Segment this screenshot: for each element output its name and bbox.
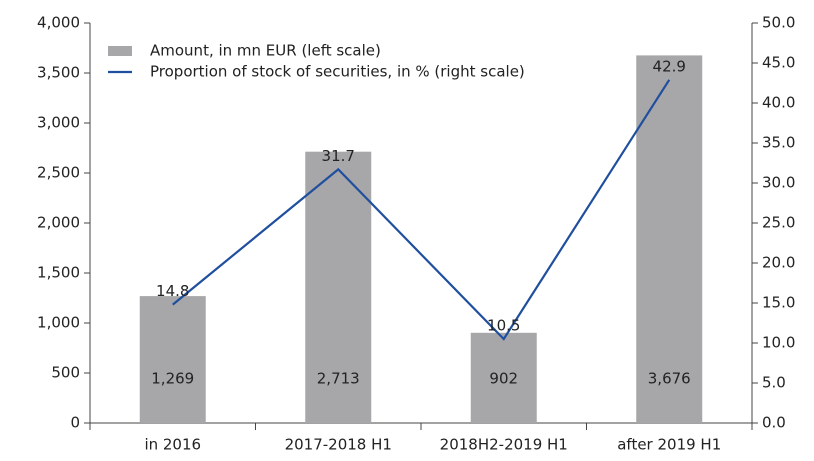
y2-tick-label: 30.0 bbox=[762, 174, 795, 192]
y-tick-label: 2,500 bbox=[37, 164, 80, 182]
bar-value-label: 1,269 bbox=[151, 370, 194, 388]
y2-tick-label: 5.0 bbox=[762, 374, 786, 392]
y-tick-label: 0 bbox=[70, 414, 80, 432]
y-tick-label: 3,000 bbox=[37, 114, 80, 132]
y2-tick-label: 20.0 bbox=[762, 254, 795, 272]
y2-tick-label: 50.0 bbox=[762, 14, 795, 32]
bar bbox=[470, 332, 537, 423]
bar-value-label: 902 bbox=[489, 370, 518, 388]
x-tick-label: 2018H2-2019 H1 bbox=[440, 436, 568, 454]
y2-tick-label: 45.0 bbox=[762, 54, 795, 72]
y2-tick-label: 10.0 bbox=[762, 334, 795, 352]
line bbox=[172, 79, 671, 341]
y-tick-label: 1,000 bbox=[37, 314, 80, 332]
x-tick-label: 2017-2018 H1 bbox=[285, 436, 392, 454]
y-tick-label: 4,000 bbox=[37, 14, 80, 32]
bar-value-label: 2,713 bbox=[317, 370, 360, 388]
x-tick-label: in 2016 bbox=[144, 436, 201, 454]
y-tick-label: 1,500 bbox=[37, 264, 80, 282]
line-value-label: 10.5 bbox=[487, 317, 520, 335]
line-value-label: 14.8 bbox=[156, 282, 189, 300]
line-value-label: 31.7 bbox=[322, 147, 355, 165]
legend-label: Amount, in mn EUR (left scale) bbox=[150, 42, 381, 60]
bar bbox=[305, 151, 372, 423]
bar bbox=[636, 55, 703, 424]
legend-label: Proportion of stock of securities, in % … bbox=[150, 63, 525, 81]
y2-tick-label: 35.0 bbox=[762, 134, 795, 152]
bar bbox=[139, 296, 206, 423]
y-tick-label: 2,000 bbox=[37, 214, 80, 232]
y-tick-label: 3,500 bbox=[37, 64, 80, 82]
y-tick-label: 500 bbox=[51, 364, 80, 382]
y2-tick-label: 25.0 bbox=[762, 214, 795, 232]
y2-tick-label: 0.0 bbox=[762, 414, 786, 432]
y2-tick-label: 15.0 bbox=[762, 294, 795, 312]
legend-swatch bbox=[108, 46, 132, 56]
line-value-label: 42.9 bbox=[653, 57, 686, 75]
y2-tick-label: 40.0 bbox=[762, 94, 795, 112]
bar-value-label: 3,676 bbox=[648, 370, 691, 388]
x-tick-label: after 2019 H1 bbox=[617, 436, 721, 454]
